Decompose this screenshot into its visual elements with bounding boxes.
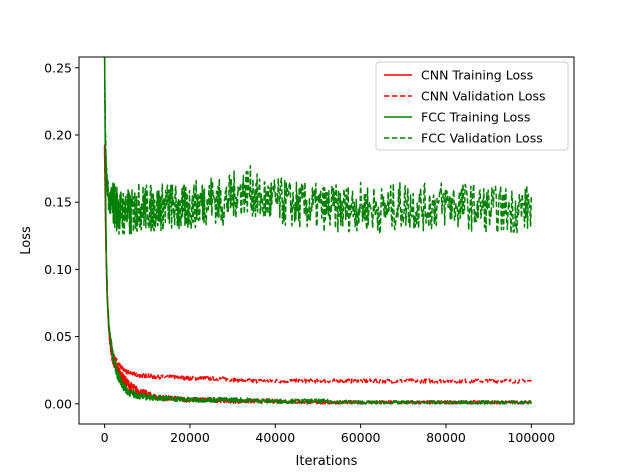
x-axis-label: Iterations (296, 454, 358, 469)
y-tick-label: 0.05 (44, 329, 72, 344)
legend-label: FCC Training Loss (421, 110, 530, 125)
y-axis-ticks: 0.00 0.05 0.10 0.15 0.20 0.25 (44, 60, 79, 411)
legend-label: CNN Validation Loss (421, 89, 546, 104)
x-tick-label: 80000 (426, 430, 466, 445)
series-layer (103, 57, 533, 405)
plot-frame (78, 56, 575, 425)
legend-label: FCC Validation Loss (421, 131, 543, 146)
legend-box (375, 61, 569, 151)
y-tick-label: 0.15 (44, 195, 72, 210)
x-tick-label: 20000 (170, 430, 210, 445)
x-tick-label: 0 (101, 430, 109, 445)
series-line-2 (103, 146, 532, 384)
x-tick-label: 40000 (255, 430, 295, 445)
legend-label: CNN Training Loss (421, 68, 533, 83)
x-tick-label: 100000 (507, 430, 555, 445)
y-tick-label: 0.00 (44, 396, 72, 411)
x-tick-label: 60000 (341, 430, 381, 445)
y-tick-label: 0.20 (44, 127, 72, 142)
legend: CNN Training Loss CNN Validation Loss FCC … (375, 61, 569, 151)
y-tick-label: 0.10 (44, 262, 72, 277)
x-axis-ticks: 0 20000 40000 60000 80000 100000 (101, 424, 555, 445)
series-line-3 (103, 57, 533, 405)
y-axis-label: Loss (19, 226, 34, 255)
y-tick-label: 0.25 (44, 60, 72, 75)
series-line-4 (103, 57, 533, 235)
